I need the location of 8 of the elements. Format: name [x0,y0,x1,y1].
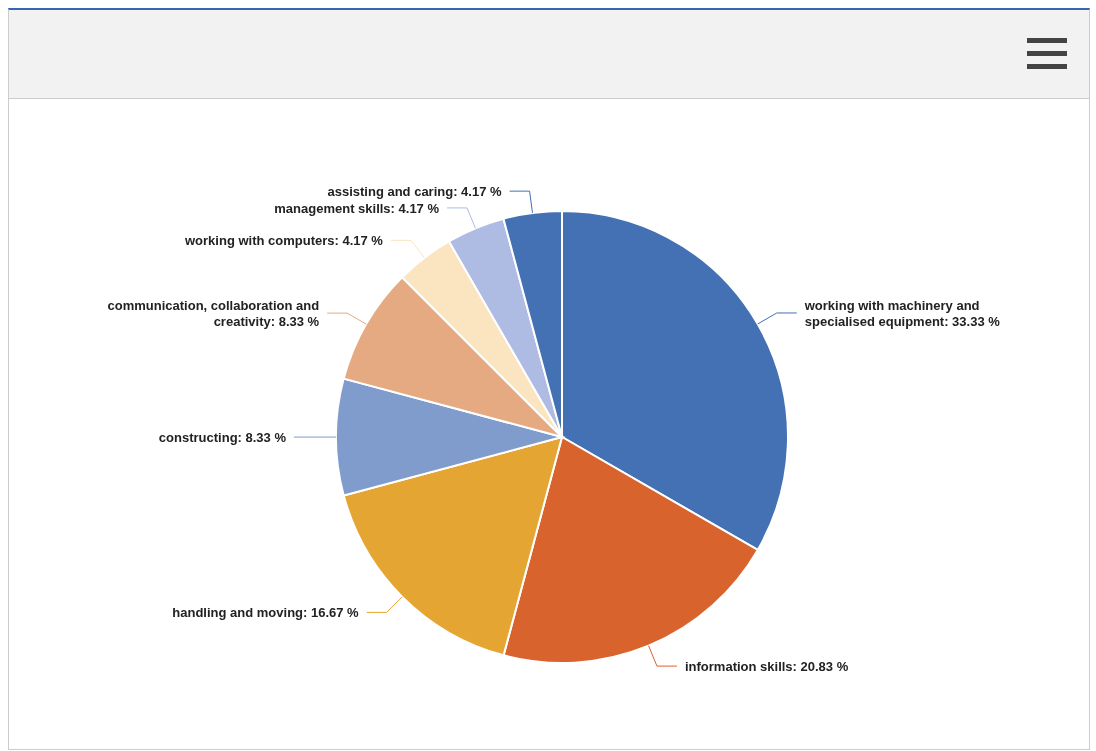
slice-label: constructing: 8.33 % [158,429,287,445]
slice-label: handling and moving: 16.67 % [172,604,360,620]
slice-label: communication, collaboration and creativity: 8.33 % [107,297,320,329]
slice-label: management skills: 4.17 % [274,200,440,216]
slice-label: working with machinery and specialised equipment: 33.33 % [803,297,1001,329]
slice-label: information skills: 20.83 % [684,658,849,674]
slice-label: working with computers: 4.17 % [183,232,384,248]
slice-label: assisting and caring: 4.17 % [327,183,503,199]
